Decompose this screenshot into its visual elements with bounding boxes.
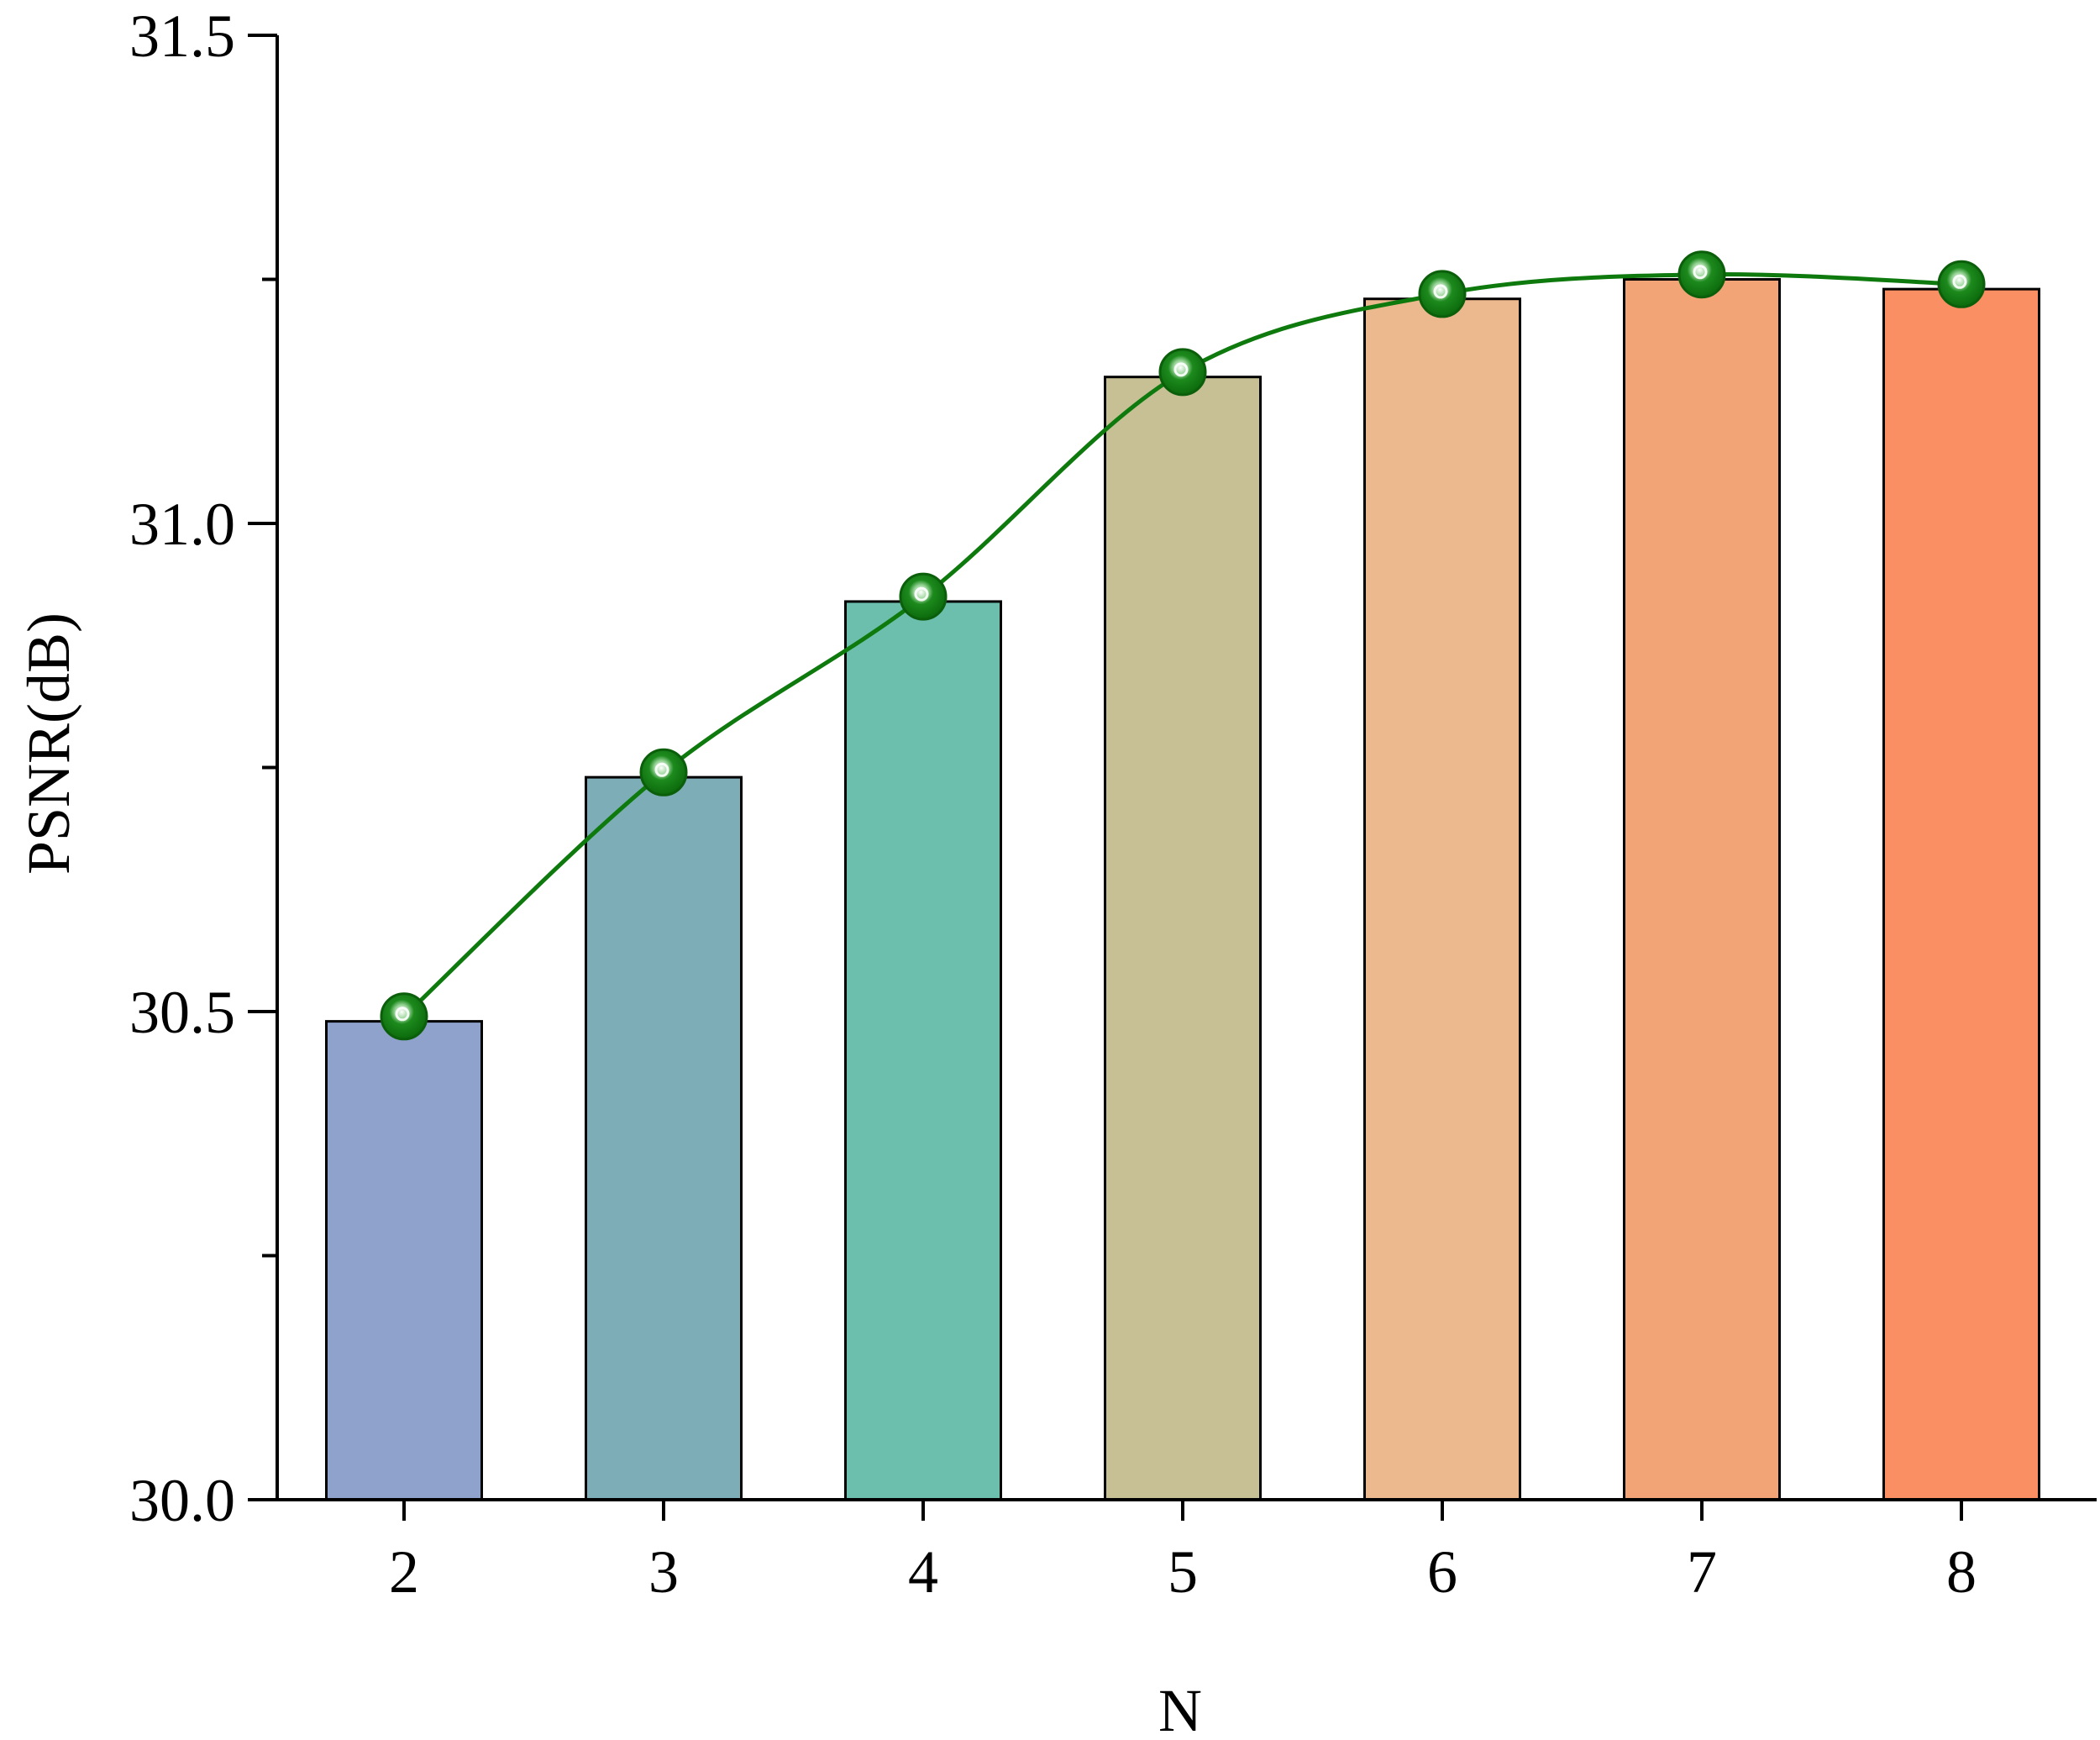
x-tick-label: 6	[1427, 1538, 1457, 1606]
line-point-6	[1418, 270, 1467, 318]
bar-7	[1623, 278, 1781, 1501]
bar-3	[585, 775, 743, 1501]
line-point-3	[639, 748, 688, 796]
x-tick-label: 5	[1168, 1538, 1198, 1606]
y-tick-label: 31.0	[129, 491, 235, 558]
line-point-8	[1937, 260, 1986, 308]
bar-5	[1104, 376, 1262, 1501]
y-tick-label: 31.5	[129, 3, 235, 70]
y-tick-label: 30.0	[129, 1467, 235, 1534]
bar-2	[325, 1020, 483, 1501]
tick-labels: 30.0 30.5 31.0 31.5 2 3 4 5 6 7 8	[129, 3, 1977, 1606]
bar-group	[325, 278, 2040, 1501]
bar-4	[844, 600, 1002, 1501]
bar-8	[1882, 287, 2040, 1501]
y-axis-title: PSNR(dB)	[15, 612, 82, 875]
x-tick-label: 4	[908, 1538, 938, 1606]
x-tick-label: 8	[1946, 1538, 1977, 1606]
line-point-5	[1158, 348, 1207, 397]
axes	[248, 34, 2097, 1521]
marker-group	[380, 250, 1986, 1041]
bar-6	[1363, 297, 1521, 1501]
x-tick-label: 3	[648, 1538, 679, 1606]
y-tick-label: 30.5	[129, 979, 235, 1046]
line-point-7	[1677, 250, 1726, 299]
line-point-2	[380, 992, 428, 1041]
x-tick-label: 7	[1687, 1538, 1717, 1606]
x-tick-label: 2	[389, 1538, 419, 1606]
x-axis-title: N	[1158, 1677, 1202, 1740]
line-point-4	[899, 572, 948, 621]
